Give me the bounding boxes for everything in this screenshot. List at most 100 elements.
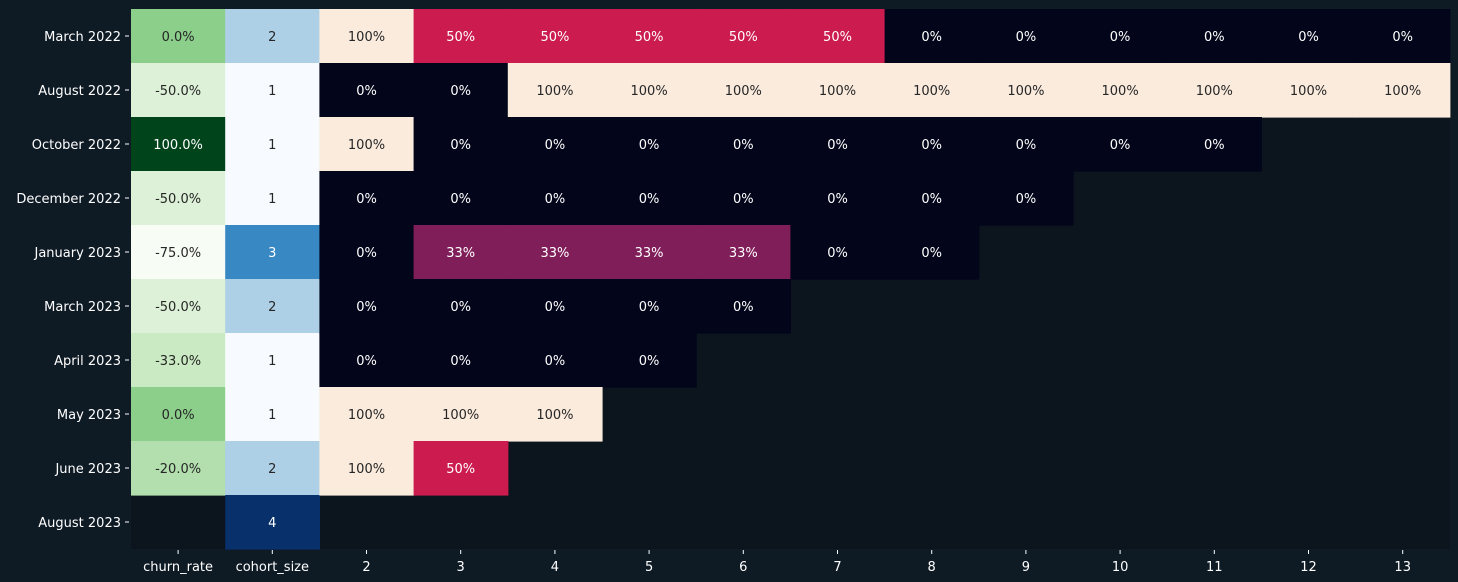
retention-cell [507, 279, 603, 334]
churn-rate-label: 0.0% [162, 30, 195, 45]
churn-rate-cell [131, 117, 226, 172]
retention-cell [319, 387, 415, 442]
retention-label: 50% [635, 30, 664, 45]
churn-rate-label: -20.0% [155, 462, 201, 477]
churn-rate-cell [131, 225, 226, 280]
retention-cell [602, 63, 697, 118]
retention-label: 0% [921, 192, 942, 207]
retention-label: 50% [823, 30, 852, 45]
cohort-size-label: 1 [268, 84, 276, 99]
cohort-size-label: 2 [268, 462, 276, 477]
cohort-size-label: 3 [268, 246, 276, 261]
churn-rate-label: -75.0% [155, 246, 201, 261]
churn-rate-label: -50.0% [155, 300, 201, 315]
cohort-size-label: 1 [268, 408, 276, 423]
retention-cell [696, 63, 791, 118]
retention-label: 0% [921, 246, 942, 261]
retention-cell [507, 333, 603, 388]
cohort-size-cell [225, 9, 320, 64]
retention-label: 0% [545, 300, 566, 315]
retention-label: 100% [1384, 84, 1421, 99]
retention-label: 0% [921, 30, 942, 45]
retention-cell [1261, 9, 1357, 64]
retention-cell [413, 9, 509, 64]
column-label: cohort_size [236, 560, 309, 575]
row-label: May 2023 [57, 408, 121, 423]
retention-label: 0% [1392, 30, 1413, 45]
retention-label: 50% [729, 30, 758, 45]
retention-cell [1167, 117, 1262, 172]
retention-label: 100% [631, 84, 668, 99]
retention-cell [413, 387, 509, 442]
retention-cell [978, 171, 1074, 226]
column-label: 10 [1112, 560, 1129, 575]
retention-label: 0% [1016, 138, 1037, 153]
retention-cell [884, 9, 980, 64]
retention-cell [1073, 63, 1168, 118]
retention-label: 100% [1007, 84, 1044, 99]
retention-label: 100% [348, 138, 385, 153]
row-label: January 2023 [34, 246, 122, 261]
retention-label: 50% [540, 30, 569, 45]
cohort-size-cell [225, 333, 320, 388]
retention-cell [978, 9, 1074, 64]
retention-label: 0% [733, 138, 754, 153]
retention-cell [602, 9, 697, 64]
retention-label: 0% [450, 138, 471, 153]
retention-cell [507, 225, 603, 280]
cohort-size-cell [225, 495, 320, 550]
column-label: 3 [457, 560, 465, 575]
retention-cell [507, 117, 603, 172]
retention-label: 0% [827, 246, 848, 261]
retention-label: 100% [913, 84, 950, 99]
retention-label: 0% [639, 192, 660, 207]
retention-label: 0% [356, 84, 377, 99]
retention-cell [319, 171, 415, 226]
row-label: October 2022 [32, 138, 121, 153]
retention-label: 100% [348, 30, 385, 45]
retention-label: 0% [545, 192, 566, 207]
retention-label: 0% [1204, 138, 1225, 153]
retention-cell [413, 441, 509, 496]
retention-cell [884, 117, 980, 172]
retention-label: 100% [536, 408, 573, 423]
cohort-size-cell [225, 171, 320, 226]
retention-cell [413, 63, 509, 118]
row-label: August 2022 [38, 84, 121, 99]
retention-label: 100% [725, 84, 762, 99]
retention-cell [507, 9, 603, 64]
retention-cell [884, 63, 980, 118]
retention-label: 100% [442, 408, 479, 423]
retention-label: 0% [1110, 138, 1131, 153]
retention-label: 33% [540, 246, 569, 261]
retention-cell [978, 63, 1074, 118]
retention-label: 0% [450, 300, 471, 315]
retention-cell [413, 333, 509, 388]
churn-rate-cell [131, 171, 226, 226]
column-label: 5 [645, 560, 653, 575]
retention-label: 0% [356, 300, 377, 315]
retention-cell [696, 279, 791, 334]
retention-label: 100% [1196, 84, 1233, 99]
column-label: 8 [928, 560, 936, 575]
column-label: churn_rate [143, 560, 213, 575]
retention-cell [319, 225, 415, 280]
retention-label: 0% [827, 192, 848, 207]
retention-label: 0% [733, 300, 754, 315]
retention-label: 0% [356, 246, 377, 261]
column-label: 13 [1394, 560, 1411, 575]
retention-label: 0% [639, 354, 660, 369]
retention-cell [319, 117, 415, 172]
retention-label: 0% [545, 354, 566, 369]
row-label: June 2023 [54, 462, 121, 477]
retention-cell [696, 117, 791, 172]
churn-rate-cell [131, 333, 226, 388]
retention-label: 100% [536, 84, 573, 99]
retention-cell [696, 9, 791, 64]
row-label: December 2022 [16, 192, 121, 207]
plot-area: 0.0% -50.0% 100.0% -50.0% -75.0% -50.0% -33.0%… [131, 9, 1451, 550]
retention-cell [884, 225, 980, 280]
churn-rate-label: -50.0% [155, 192, 201, 207]
column-label: 6 [739, 560, 747, 575]
churn-rate-label: -50.0% [155, 84, 201, 99]
